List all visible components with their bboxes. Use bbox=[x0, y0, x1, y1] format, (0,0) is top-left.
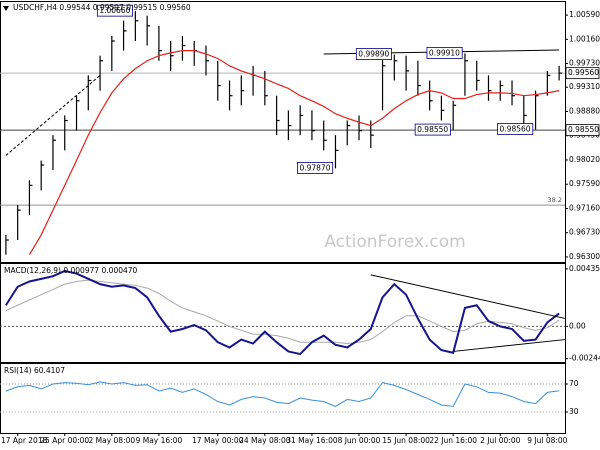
annotation-box bbox=[497, 123, 534, 135]
x-tick-label: 8 Jun 00:00 bbox=[338, 436, 381, 445]
x-tick-label: 31 May 16:00 bbox=[286, 436, 338, 445]
macd-line bbox=[5, 269, 560, 356]
annotation-box bbox=[426, 47, 463, 59]
moving-average bbox=[28, 50, 560, 255]
x-tick-label: 9 Jul 08:00 bbox=[527, 436, 567, 445]
x-tick-label: 2 May 08:00 bbox=[88, 436, 135, 445]
level-axis-box bbox=[565, 67, 600, 80]
annotation-box bbox=[414, 123, 451, 136]
x-tick-label: 2 Jul 00:00 bbox=[480, 436, 520, 445]
y-tick-label: 0.98020 bbox=[569, 155, 600, 164]
annotation-box bbox=[297, 162, 334, 174]
price-annotation: 0.97870 bbox=[299, 163, 330, 172]
x-tick-label: 17 Apr 2018 bbox=[1, 436, 48, 445]
y-tick-label: 1.00590 bbox=[569, 10, 600, 19]
rsi-line bbox=[5, 381, 560, 407]
y-tick-label: 0.99310 bbox=[569, 82, 600, 91]
trend-line bbox=[453, 339, 566, 352]
y-tick-label: 0.00 bbox=[569, 321, 586, 330]
trend-line bbox=[370, 274, 566, 319]
y-tick-label: 1.00160 bbox=[569, 34, 600, 43]
level-axis-label: 0.98550 bbox=[568, 125, 599, 134]
x-tick-label: 15 Jun 08:00 bbox=[382, 436, 430, 445]
x-tick-label: 17 May 00:00 bbox=[192, 436, 244, 445]
panel-frame bbox=[0, 1, 566, 263]
y-tick-label: 70 bbox=[569, 379, 579, 388]
x-tick-label: 9 May 16:00 bbox=[136, 436, 183, 445]
chart-title: USDCHF,H4 0.99544 0.99597 0.99515 0.9956… bbox=[13, 3, 191, 12]
y-tick-label: 0.96300 bbox=[569, 252, 600, 261]
y-tick-label: -0.002448 bbox=[569, 354, 600, 363]
price-annotation: 1.00660 bbox=[99, 6, 130, 15]
panel-frame bbox=[0, 363, 566, 434]
level-axis-label: 0.99560 bbox=[568, 68, 599, 77]
level-label: 38.2 bbox=[548, 196, 562, 204]
y-tick-label: 30 bbox=[569, 407, 579, 416]
y-tick-label: 0.98880 bbox=[569, 106, 600, 115]
price-annotation: 0.99890 bbox=[358, 50, 389, 59]
x-tick-label: 24 May 08:00 bbox=[239, 436, 291, 445]
level-axis-box bbox=[565, 124, 600, 136]
price-annotation: 0.99910 bbox=[429, 48, 460, 57]
price-annotation: 0.98550 bbox=[417, 125, 448, 134]
y-tick-label: 0.99730 bbox=[569, 59, 600, 68]
symbol-marker bbox=[3, 6, 9, 11]
x-tick-label: 25 Apr 00:00 bbox=[40, 436, 89, 445]
panel-title: RSI(14) 60.4107 bbox=[4, 366, 65, 375]
panel-title: MACD(12,26,9) 0.000977 0.000470 bbox=[4, 266, 138, 275]
y-tick-label: 0.96730 bbox=[569, 228, 600, 237]
x-tick-label: 22 Jun 16:00 bbox=[429, 436, 477, 445]
price-annotation: 0.98560 bbox=[500, 125, 531, 134]
trend-line bbox=[5, 75, 101, 156]
y-tick-label: 0.004351 bbox=[569, 264, 600, 273]
annotation-box bbox=[96, 4, 133, 17]
macd-signal bbox=[5, 279, 560, 345]
annotation-box bbox=[355, 48, 392, 60]
panel-frame bbox=[0, 263, 566, 363]
y-tick-label: 0.97160 bbox=[569, 203, 600, 212]
watermark: ActionForex.com bbox=[324, 232, 465, 252]
y-tick-label: 0.97590 bbox=[569, 179, 600, 188]
